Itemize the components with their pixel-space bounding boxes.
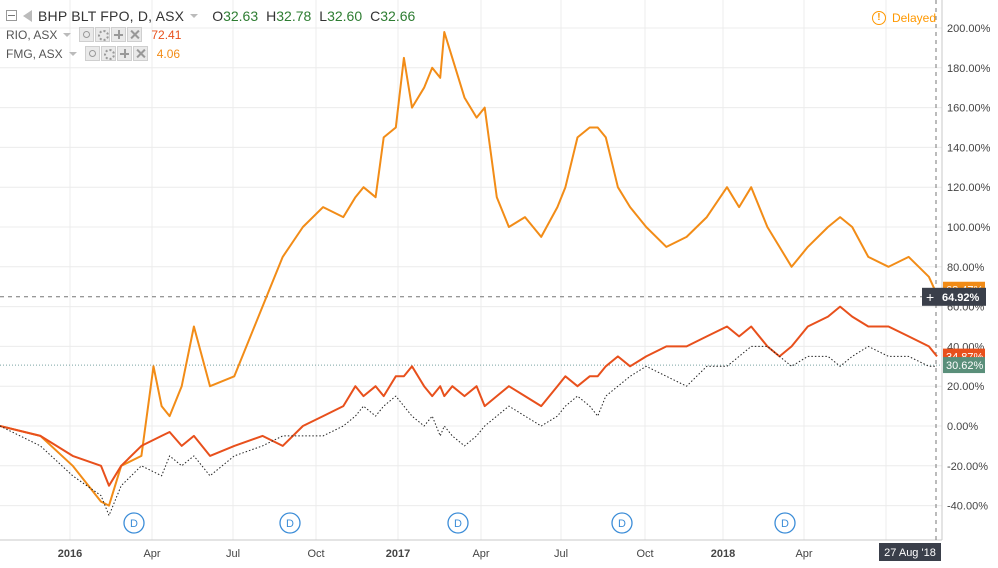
- plus-icon[interactable]: [116, 46, 132, 61]
- ohlc-high-key: H: [266, 7, 277, 24]
- y-tick-label: 120.00%: [947, 182, 991, 194]
- eye-icon[interactable]: [84, 46, 100, 61]
- comparison-value: 72.41: [151, 27, 182, 42]
- gear-icon[interactable]: [95, 27, 111, 42]
- delayed-label: Delayed: [891, 11, 936, 25]
- symbol-flag-icon: [23, 9, 32, 22]
- ohlc-close-value: 32.66: [380, 7, 416, 24]
- delayed-badge[interactable]: ! Delayed: [871, 11, 936, 25]
- crosshair-x-label: 27 Aug '18: [879, 543, 941, 561]
- main-series-row: BHP BLT FPO, D, ASX O 32.63 H 32.78 L 32.60…: [6, 6, 417, 25]
- dividend-marker-circle: [611, 512, 633, 534]
- x-tick-label: 2016: [58, 548, 82, 560]
- series-end-label: 30.62%: [943, 357, 985, 374]
- dividend-marker[interactable]: D: [279, 512, 301, 534]
- x-tick-label: Jul: [554, 548, 568, 560]
- x-tick-label: Oct: [307, 548, 324, 560]
- ohlc-low-key: L: [319, 7, 328, 24]
- dividend-marker-circle: [447, 512, 469, 534]
- series-line-2: [0, 345, 937, 516]
- x-tick-label: Oct: [636, 548, 653, 560]
- y-tick-label: -40.00%: [947, 501, 988, 513]
- dividend-marker-label: D: [618, 518, 626, 530]
- exclamation-circle-icon: !: [871, 11, 886, 25]
- x-tick-label: 2018: [711, 548, 735, 560]
- ohlc-low-value: 32.60: [327, 7, 363, 24]
- ohlc-open-value: 32.63: [223, 7, 259, 24]
- dividend-marker-circle: [279, 512, 301, 534]
- y-tick-label: 20.00%: [947, 381, 985, 393]
- series-end-label-bg: [943, 357, 985, 374]
- x-tick-label: Apr: [795, 548, 812, 560]
- comparison-value: 4.06: [156, 46, 181, 61]
- crosshair-y-value: 64.92%: [942, 292, 980, 304]
- y-tick-label: 180.00%: [947, 63, 991, 75]
- grid: [0, 0, 942, 540]
- chevron-down-icon[interactable]: [68, 51, 77, 56]
- dividend-marker[interactable]: D: [447, 512, 469, 534]
- comparison-name[interactable]: FMG, ASX: [6, 46, 63, 61]
- x-tick-label: Apr: [143, 548, 160, 560]
- y-axis: 200.00% 180.00% 160.00% 140.00% 120.00% 100.0…: [947, 23, 991, 513]
- dividend-marker-label: D: [454, 518, 462, 530]
- close-icon[interactable]: [132, 46, 148, 61]
- ohlc-close-key: C: [370, 7, 381, 24]
- y-tick-label: 100.00%: [947, 222, 991, 234]
- y-tick-label: 80.00%: [947, 262, 985, 274]
- comparison-row-fmg: FMG, ASX 4.06: [6, 44, 417, 63]
- comparison-name[interactable]: RIO, ASX: [6, 27, 58, 42]
- y-tick-label: 140.00%: [947, 142, 991, 154]
- y-tick-label: 160.00%: [947, 103, 991, 115]
- chevron-down-icon[interactable]: [190, 13, 199, 18]
- y-tick-label: 0.00%: [947, 421, 978, 433]
- dividend-marker[interactable]: D: [123, 512, 145, 534]
- plus-icon[interactable]: [111, 27, 127, 42]
- x-tick-label: Apr: [472, 548, 489, 560]
- dividend-marker[interactable]: D: [774, 512, 796, 534]
- y-tick-label: 200.00%: [947, 23, 991, 35]
- series-line-0: [0, 31, 938, 507]
- ohlc-open-key: O: [212, 7, 224, 24]
- close-icon[interactable]: [127, 27, 143, 42]
- dividend-marker-label: D: [130, 518, 138, 530]
- x-tick-label: Jul: [226, 548, 240, 560]
- y-tick-label: -20.00%: [947, 461, 988, 473]
- dividend-marker[interactable]: D: [611, 512, 633, 534]
- crosshair-plus-icon: +: [926, 289, 934, 305]
- crosshair-x-label-bg: [879, 543, 941, 561]
- eye-icon[interactable]: [79, 27, 95, 42]
- x-tick-label: 2017: [386, 548, 410, 560]
- dividend-marker-label: D: [286, 518, 294, 530]
- gear-icon[interactable]: [100, 46, 116, 61]
- dividend-marker-circle: [774, 512, 796, 534]
- x-axis: 2016AprJulOct2017AprJulOct2018AprJul: [58, 548, 893, 560]
- collapse-legend-icon[interactable]: [6, 10, 17, 21]
- crosshair-y-label-bg: [922, 287, 986, 306]
- symbol-title[interactable]: BHP BLT FPO, D, ASX: [38, 7, 185, 24]
- crosshair-x-value: 27 Aug '18: [884, 547, 936, 559]
- series-end-label-text: 30.62%: [946, 360, 984, 372]
- ohlc-high-value: 32.78: [276, 7, 312, 24]
- chevron-down-icon[interactable]: [63, 32, 72, 37]
- crosshair-y-label: +64.92%: [922, 287, 986, 306]
- comparison-row-rio: RIO, ASX 72.41: [6, 25, 417, 44]
- chart-legend: BHP BLT FPO, D, ASX O 32.63 H 32.78 L 32.60…: [6, 6, 417, 63]
- dividend-marker-label: D: [781, 518, 789, 530]
- dividend-marker-circle: [123, 512, 145, 534]
- series-line-1: [0, 305, 938, 487]
